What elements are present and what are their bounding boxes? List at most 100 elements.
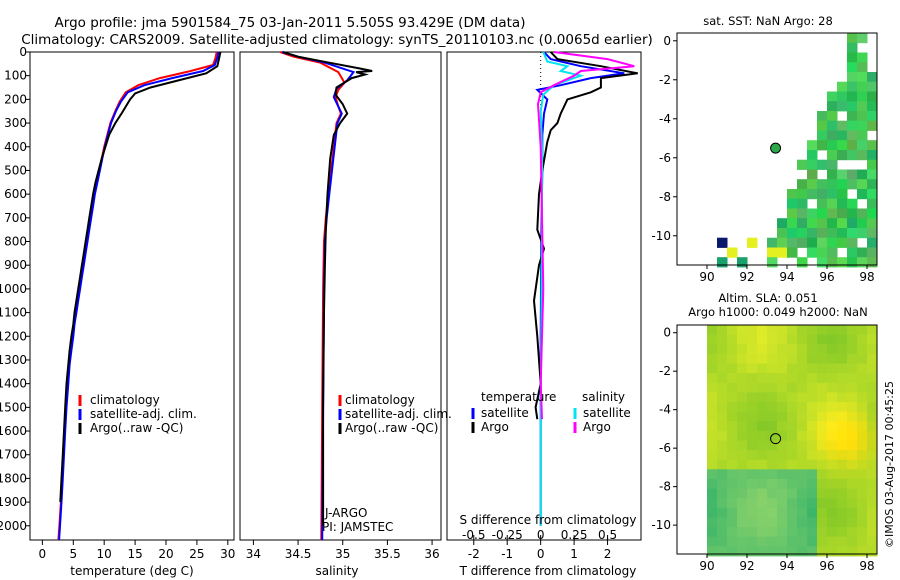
map-cell — [857, 111, 868, 122]
map-cell — [807, 421, 818, 432]
y-tick-label: 200 — [4, 92, 27, 106]
map-cell — [867, 440, 878, 451]
map-cell — [867, 159, 878, 170]
y-tick-label: 100 — [4, 69, 27, 83]
y-tick-label: 1600 — [0, 424, 27, 438]
map-cell — [817, 189, 828, 200]
map-cell — [837, 536, 848, 547]
legend-label: satellite — [481, 406, 529, 420]
map-cell — [857, 81, 868, 92]
map-cell — [717, 536, 728, 547]
y-tick-label: 300 — [4, 116, 27, 130]
map-cell — [717, 517, 728, 528]
difference-panel: -2 -1 0 1 2 -0.5 -0.25 0 0.25 0.5 T difference fr… — [446, 51, 642, 578]
map-cell — [787, 450, 798, 461]
map-cell — [737, 373, 748, 384]
map-cell — [767, 430, 778, 441]
map-cell — [747, 498, 758, 509]
map-cell — [817, 402, 828, 413]
map-cell — [737, 421, 748, 432]
map-cell — [777, 527, 788, 538]
map-cell — [847, 33, 858, 44]
map-cell — [707, 353, 718, 364]
map-cell — [777, 373, 788, 384]
map-cell — [827, 507, 838, 518]
map-cell — [837, 101, 848, 112]
map-cell — [787, 353, 798, 364]
map-cell — [747, 382, 758, 393]
map-cell — [847, 527, 858, 538]
x-tick-label: 94 — [779, 559, 794, 573]
y-tick-label: -4 — [659, 112, 671, 126]
map-cell — [807, 488, 818, 499]
map-cell — [817, 498, 828, 509]
map-cell — [777, 334, 788, 345]
map-cell — [707, 430, 718, 441]
map-cell — [847, 169, 858, 180]
map-cell — [757, 546, 768, 557]
map-cell — [807, 237, 818, 248]
map-cell — [837, 81, 848, 92]
map-cell — [847, 91, 858, 102]
map-cell — [867, 353, 878, 364]
x-tick-label: 5 — [69, 547, 77, 561]
map-cell — [807, 363, 818, 374]
map-cell — [817, 344, 828, 355]
map-cell — [867, 421, 878, 432]
y-tick-label: 1100 — [0, 306, 27, 320]
map-cell — [827, 344, 838, 355]
x-tick-label: 92 — [739, 270, 754, 284]
map-cell — [867, 334, 878, 345]
map-cell — [857, 430, 868, 441]
map-cell — [807, 150, 818, 161]
map-cell — [857, 488, 868, 499]
x-tick-label: 96 — [819, 559, 834, 573]
map-cell — [817, 363, 828, 374]
map-cell — [777, 498, 788, 509]
map-cell — [807, 498, 818, 509]
x-tick-label: 94 — [779, 270, 794, 284]
map-cell — [857, 257, 868, 268]
map-cell — [807, 179, 818, 190]
map-cell — [717, 440, 728, 451]
map-cell — [867, 546, 878, 557]
map-cell — [717, 325, 728, 336]
map-cell — [737, 430, 748, 441]
map-cell — [797, 469, 808, 480]
map-cell — [707, 478, 718, 489]
map-cell — [827, 218, 838, 229]
map-cell — [777, 402, 788, 413]
map-cell — [867, 363, 878, 374]
map-cell — [857, 91, 868, 102]
map-cell — [837, 373, 848, 384]
salinity-panel-frame — [239, 51, 442, 541]
map-cell — [817, 430, 828, 441]
map-cell — [757, 469, 768, 480]
map-cell — [847, 228, 858, 239]
map-cell — [827, 527, 838, 538]
map-cell — [827, 150, 838, 161]
map-cell — [777, 344, 788, 355]
map-cell — [757, 478, 768, 489]
y-tick-label: -10 — [651, 229, 671, 243]
map-cell — [717, 469, 728, 480]
map-cell — [867, 208, 878, 219]
map-cell — [837, 91, 848, 102]
map-cell — [747, 450, 758, 461]
map-cell — [857, 169, 868, 180]
map-cell — [717, 411, 728, 422]
map-cell — [777, 469, 788, 480]
map-cell — [787, 469, 798, 480]
map-cell — [837, 517, 848, 528]
map-cell — [827, 159, 838, 170]
map-cell — [827, 517, 838, 528]
map-cell — [787, 218, 798, 229]
map-cell — [777, 459, 788, 470]
y-tick-label: 1500 — [0, 400, 27, 414]
map-cell — [837, 507, 848, 518]
map-cell — [807, 392, 818, 403]
map-cell — [807, 402, 818, 413]
map-cell — [797, 353, 808, 364]
map-cell — [737, 440, 748, 451]
map-cell — [737, 344, 748, 355]
